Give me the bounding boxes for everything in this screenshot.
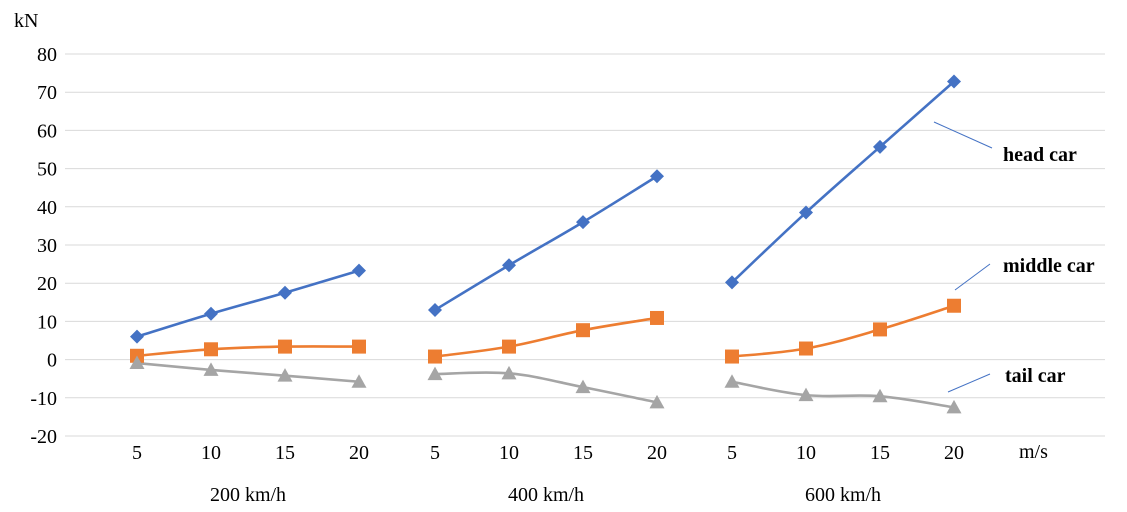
data-point-triangle [724, 374, 740, 388]
data-point-diamond [947, 74, 961, 89]
axes: -20 -10 0 10 20 30 40 50 60 70 80 5 10 15 20 200 km/h 5 1… [30, 44, 964, 506]
y-axis-unit-label: kN [14, 10, 38, 32]
y-tick-label: 50 [37, 159, 57, 181]
data-point-triangle [798, 387, 814, 402]
y-tick-label: -20 [30, 426, 57, 448]
labels: kN m/s head car middle car tail car [14, 10, 1095, 463]
x-group-label: 600 km/h [805, 484, 881, 506]
data-point-diamond [204, 306, 218, 321]
data-point-diamond [650, 169, 664, 184]
series-line [135, 345, 361, 358]
data-point-square [204, 342, 218, 357]
data-point-square [352, 339, 366, 354]
series-line [135, 269, 361, 338]
data-point-square [947, 298, 961, 313]
data-point-triangle [575, 379, 591, 394]
data-point-diamond [873, 139, 887, 154]
series-line [433, 316, 659, 358]
x-tick-label: 15 [870, 442, 890, 464]
data-point-square [502, 339, 516, 354]
series-label-leader [954, 263, 991, 291]
y-tick-label: 10 [37, 311, 57, 333]
x-tick-label: 10 [201, 442, 221, 464]
y-tick-label: 60 [37, 120, 57, 142]
data-point-diamond [799, 205, 813, 220]
data-point-triangle [277, 368, 293, 382]
data-point-diamond [130, 329, 144, 344]
series-label: head car [1003, 144, 1077, 166]
x-group-label: 400 km/h [508, 484, 584, 506]
x-tick-label: 20 [349, 442, 369, 464]
data-point-square [576, 323, 590, 338]
data-point-diamond [278, 285, 292, 300]
x-tick-label: 20 [647, 442, 667, 464]
data-point-square [873, 322, 887, 337]
data-point-diamond [725, 275, 739, 290]
data-point-triangle [427, 366, 443, 381]
data-point-triangle [351, 374, 367, 388]
y-tick-label: 30 [37, 235, 57, 257]
series-line [730, 304, 956, 358]
series-label: tail car [1005, 365, 1066, 387]
data-point-triangle [946, 399, 962, 414]
data-point-square [799, 341, 813, 356]
x-tick-label: 20 [944, 442, 964, 464]
y-tick-label: 80 [37, 44, 57, 66]
series-line [433, 174, 659, 312]
data-point-triangle [501, 365, 517, 380]
data-point-square [428, 349, 442, 364]
gridlines [65, 53, 1105, 437]
data-point-triangle [203, 362, 219, 376]
data-point-triangle [872, 388, 888, 403]
x-axis-unit-label: m/s [1019, 441, 1048, 463]
y-tick-label: 20 [37, 273, 57, 295]
data-point-diamond [352, 263, 366, 278]
series-lines [135, 80, 956, 409]
y-tick-label: 0 [47, 350, 57, 372]
data-point-diamond [428, 302, 442, 317]
data-point-square [650, 310, 664, 325]
series-line [433, 371, 659, 404]
x-group-label: 200 km/h [210, 484, 286, 506]
data-point-triangle [129, 355, 145, 370]
series-label: middle car [1003, 255, 1095, 277]
x-tick-label: 10 [499, 442, 519, 464]
y-tick-label: 40 [37, 197, 57, 219]
x-tick-label: 15 [573, 442, 593, 464]
y-tick-label: -10 [30, 388, 57, 410]
series-line [135, 361, 361, 384]
series-line [730, 80, 956, 284]
x-tick-label: 10 [796, 442, 816, 464]
data-point-square [725, 349, 739, 364]
x-tick-label: 5 [430, 442, 440, 464]
data-point-square [278, 339, 292, 354]
series-line [730, 380, 956, 409]
x-tick-label: 5 [727, 442, 737, 464]
data-point-diamond [502, 258, 516, 273]
series-label-leader [947, 373, 991, 393]
x-tick-label: 5 [132, 442, 142, 464]
data-point-diamond [576, 215, 590, 230]
y-tick-label: 70 [37, 82, 57, 104]
x-tick-label: 15 [275, 442, 295, 464]
series-label-leader [933, 121, 993, 149]
series-markers [129, 74, 962, 414]
data-point-triangle [649, 394, 665, 409]
